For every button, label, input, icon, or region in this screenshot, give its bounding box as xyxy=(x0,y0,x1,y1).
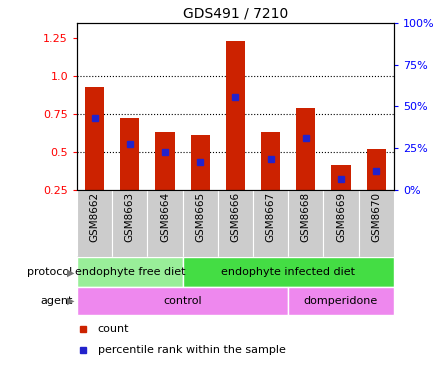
FancyBboxPatch shape xyxy=(147,190,183,257)
Text: GSM8667: GSM8667 xyxy=(266,192,275,242)
Text: GSM8670: GSM8670 xyxy=(371,192,381,242)
FancyBboxPatch shape xyxy=(359,190,394,257)
Text: endophyte infected diet: endophyte infected diet xyxy=(221,267,355,277)
Text: control: control xyxy=(163,296,202,306)
Text: GSM8665: GSM8665 xyxy=(195,192,205,242)
FancyBboxPatch shape xyxy=(77,287,288,315)
FancyBboxPatch shape xyxy=(253,190,288,257)
Bar xyxy=(367,149,386,190)
Text: GSM8664: GSM8664 xyxy=(160,192,170,242)
Text: ▶: ▶ xyxy=(67,296,75,306)
Text: GSM8663: GSM8663 xyxy=(125,192,135,242)
Bar xyxy=(296,108,315,190)
Text: GSM8662: GSM8662 xyxy=(90,192,99,242)
FancyBboxPatch shape xyxy=(323,190,359,257)
Bar xyxy=(261,132,280,190)
FancyBboxPatch shape xyxy=(183,257,394,287)
FancyBboxPatch shape xyxy=(288,190,323,257)
Text: ▶: ▶ xyxy=(67,267,75,277)
FancyBboxPatch shape xyxy=(112,190,147,257)
Text: GSM8668: GSM8668 xyxy=(301,192,311,242)
Bar xyxy=(226,41,245,190)
Text: agent: agent xyxy=(40,296,73,306)
Bar xyxy=(120,119,139,190)
Text: GSM8666: GSM8666 xyxy=(231,192,240,242)
FancyBboxPatch shape xyxy=(183,190,218,257)
Text: count: count xyxy=(98,324,129,334)
Text: percentile rank within the sample: percentile rank within the sample xyxy=(98,346,286,355)
FancyBboxPatch shape xyxy=(77,190,112,257)
FancyBboxPatch shape xyxy=(288,287,394,315)
Title: GDS491 / 7210: GDS491 / 7210 xyxy=(183,7,288,20)
Text: domperidone: domperidone xyxy=(304,296,378,306)
Text: protocol: protocol xyxy=(27,267,73,277)
FancyBboxPatch shape xyxy=(218,190,253,257)
Text: GSM8669: GSM8669 xyxy=(336,192,346,242)
Bar xyxy=(191,135,210,190)
Text: endophyte free diet: endophyte free diet xyxy=(74,267,185,277)
Bar xyxy=(85,87,104,190)
Bar xyxy=(155,132,175,190)
Bar xyxy=(331,165,351,190)
FancyBboxPatch shape xyxy=(77,257,183,287)
